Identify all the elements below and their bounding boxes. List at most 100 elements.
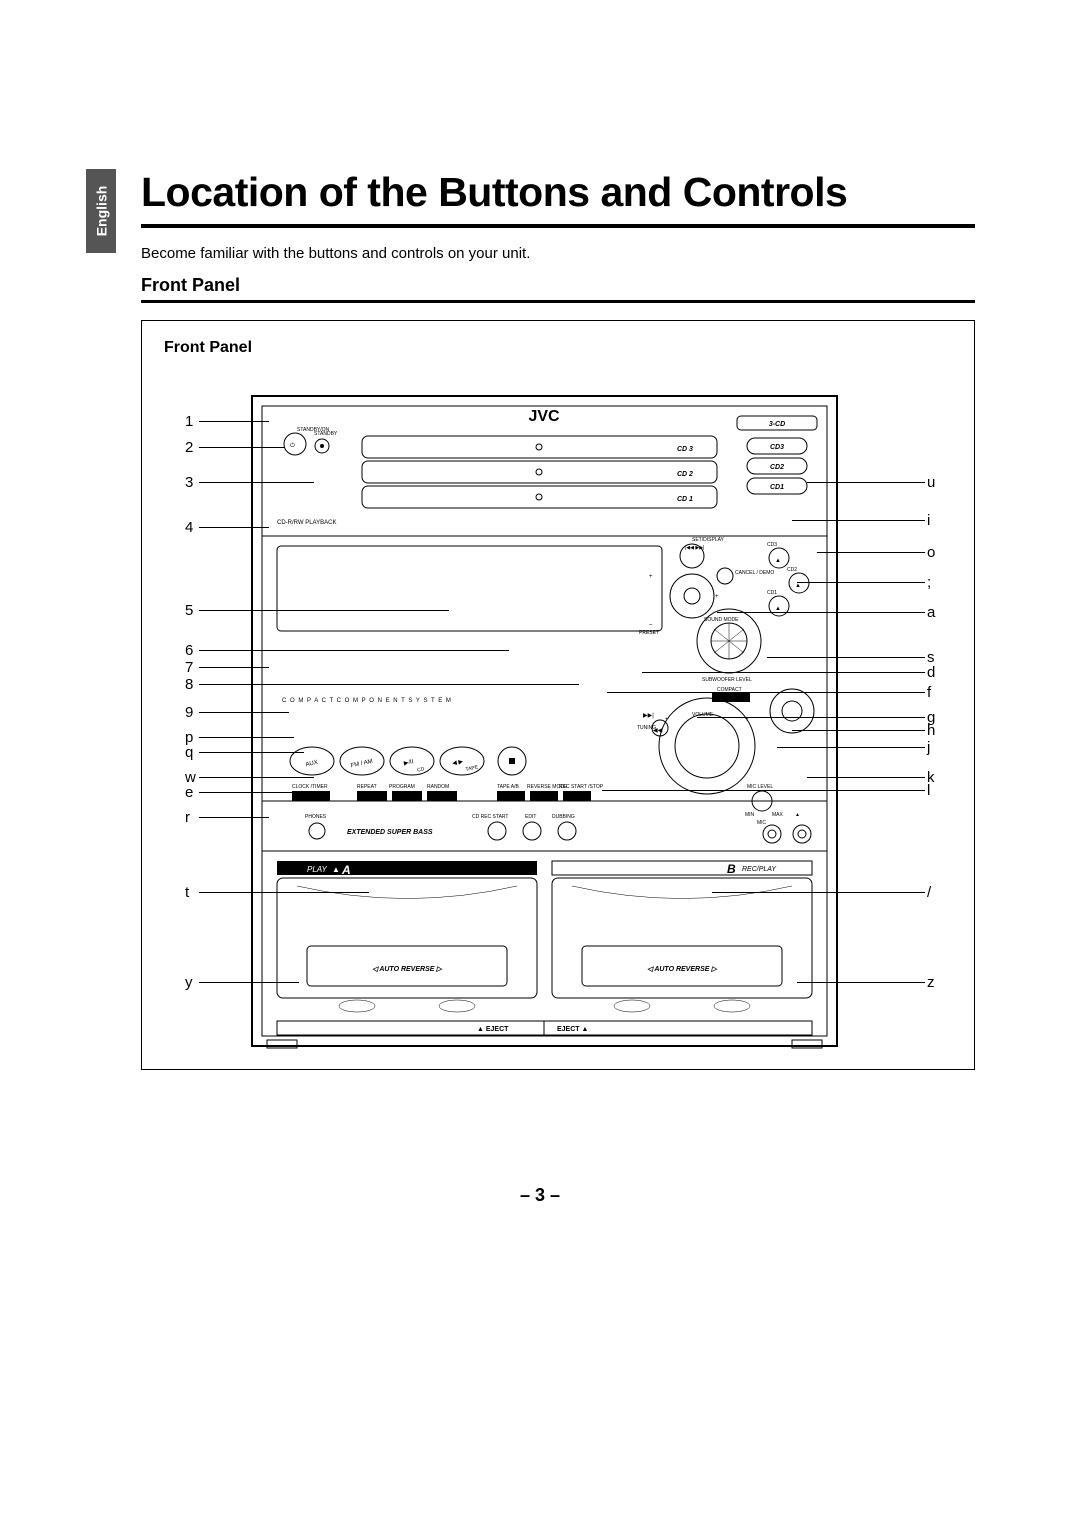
svg-text:CANCEL / DEMO: CANCEL / DEMO [735, 570, 774, 576]
svg-text:REPEAT: REPEAT [357, 784, 377, 790]
svg-text:VOLUME: VOLUME [692, 712, 714, 718]
callout-i: i [927, 513, 930, 528]
svg-text:EJECT ▲: EJECT ▲ [557, 1026, 588, 1033]
svg-text:▲: ▲ [775, 558, 781, 564]
callout-o: o [927, 545, 935, 560]
language-tab: English [86, 169, 116, 253]
svg-text:SET/DISPLAY: SET/DISPLAY [692, 537, 725, 543]
svg-text:PROGRAM: PROGRAM [389, 784, 415, 790]
svg-text:SOUND MODE: SOUND MODE [704, 617, 739, 623]
svg-text:CD REC START: CD REC START [472, 814, 508, 820]
svg-text:EXTENDED SUPER BASS: EXTENDED SUPER BASS [347, 829, 433, 836]
callout-7: 7 [185, 660, 193, 675]
svg-text:CD 1: CD 1 [677, 496, 693, 503]
callout-e: e [185, 785, 193, 800]
section-heading: Front Panel [141, 275, 240, 296]
svg-text:MIN: MIN [745, 812, 755, 818]
source-buttons: AUX FM / AM ▶/II CD ◀ ▶ TAPE [290, 747, 526, 775]
svg-text:PRESET: PRESET [639, 630, 659, 636]
cd-eject-group: CD3 ▲ CD2 ▲ CD1 ▲ [767, 542, 809, 616]
svg-text:B: B [727, 862, 736, 876]
svg-text:|◀◀ ▶▶|: |◀◀ ▶▶| [685, 545, 704, 551]
svg-text:MIC: MIC [757, 820, 767, 826]
svg-text:◀ ▶: ◀ ▶ [452, 759, 464, 767]
svg-text:–: – [649, 622, 653, 628]
callout-f: f [927, 685, 931, 700]
svg-text:FM / AM: FM / AM [350, 759, 373, 770]
svg-text:CD 3: CD 3 [677, 446, 693, 453]
svg-text:REC/PLAY: REC/PLAY [742, 866, 777, 873]
svg-text:CD2: CD2 [770, 464, 784, 471]
callout-3: 3 [185, 475, 193, 490]
svg-text:▶▶|: ▶▶| [643, 713, 654, 719]
svg-text:CD3: CD3 [767, 542, 777, 548]
svg-text:CD1: CD1 [770, 484, 784, 491]
intro-text: Become familiar with the buttons and con… [141, 245, 530, 262]
svg-text:EDIT: EDIT [525, 814, 536, 820]
svg-text:▲: ▲ [795, 583, 801, 589]
svg-text:A: A [341, 863, 351, 877]
svg-text:+: + [745, 717, 749, 723]
svg-text:RANDOM: RANDOM [427, 784, 449, 790]
svg-text:C O M P A C T C O M P O N E N: C O M P A C T C O M P O N E N T S Y S T … [282, 698, 452, 704]
svg-text:◁ AUTO REVERSE ▷: ◁ AUTO REVERSE ▷ [372, 966, 443, 973]
callout-slash: / [927, 885, 931, 900]
manual-page: English Location of the Buttons and Cont… [0, 0, 1080, 1529]
diagram-frame: Front Panel 1 2 3 4 5 6 7 8 9 p q w e r … [141, 320, 975, 1070]
svg-text:CD1: CD1 [767, 590, 777, 596]
svg-text:SUBWOOFER LEVEL: SUBWOOFER LEVEL [702, 677, 752, 683]
svg-text:⏻: ⏻ [290, 442, 295, 449]
svg-text:▶/II: ▶/II [403, 759, 414, 767]
svg-text:▲: ▲ [795, 812, 800, 818]
svg-text:CD2: CD2 [787, 567, 797, 573]
svg-text:3-CD: 3-CD [769, 421, 785, 428]
heading-rule [141, 300, 975, 303]
svg-text:AUX: AUX [305, 760, 318, 768]
svg-text:CLOCK /TIMER: CLOCK /TIMER [292, 784, 328, 790]
callout-1: 1 [185, 414, 193, 429]
svg-text:◀◀: ◀◀ [653, 728, 663, 734]
callout-5: 5 [185, 603, 193, 618]
svg-text:PLAY: PLAY [307, 865, 328, 874]
callout-4: 4 [185, 520, 193, 535]
callout-s: s [927, 650, 935, 665]
title-rule [141, 224, 975, 228]
svg-text:▲ EJECT: ▲ EJECT [477, 1026, 509, 1033]
svg-text:DUBBING: DUBBING [552, 814, 575, 820]
callout-z: z [927, 975, 935, 990]
page-number: – 3 – [0, 1185, 1080, 1206]
callout-h: h [927, 723, 935, 738]
callout-q: q [185, 745, 193, 760]
brand-logo: JVC [528, 408, 560, 425]
svg-text:CD3: CD3 [770, 444, 784, 451]
svg-text:◁ AUTO REVERSE ▷: ◁ AUTO REVERSE ▷ [647, 966, 718, 973]
callout-2: 2 [185, 440, 193, 455]
page-title: Location of the Buttons and Controls [141, 169, 847, 216]
svg-text:TAPE A/B: TAPE A/B [497, 784, 520, 790]
callout-6: 6 [185, 643, 193, 658]
svg-text:–: – [705, 788, 709, 794]
svg-text:MAX: MAX [772, 812, 784, 818]
svg-text:▲: ▲ [775, 606, 781, 612]
svg-text:REC START /STOP: REC START /STOP [559, 784, 604, 790]
svg-text:+: + [715, 594, 719, 600]
svg-text:+: + [649, 574, 653, 580]
callout-d: d [927, 665, 935, 680]
callout-a: a [927, 605, 935, 620]
callout-j: j [927, 740, 930, 755]
callout-9: 9 [185, 705, 193, 720]
svg-text:MIC LEVEL: MIC LEVEL [747, 784, 773, 790]
device-front-panel: JVC STANDBY/ON ⏻ STANDBY 3-CD [247, 376, 842, 1056]
cd-trays: CD 3 CD 2 CD 1 [362, 436, 717, 508]
callout-t: t [185, 885, 189, 900]
language-tab-text: English [93, 186, 109, 237]
callout-l: l [927, 783, 930, 798]
svg-text:PHONES: PHONES [305, 814, 327, 820]
callout-u: u [927, 475, 935, 490]
callout-semi: ; [927, 575, 931, 590]
svg-text:CD-R/RW PLAYBACK: CD-R/RW PLAYBACK [277, 520, 336, 526]
callout-p: p [185, 730, 193, 745]
callout-r: r [185, 810, 190, 825]
svg-text:▲: ▲ [332, 865, 340, 874]
callout-8: 8 [185, 677, 193, 692]
